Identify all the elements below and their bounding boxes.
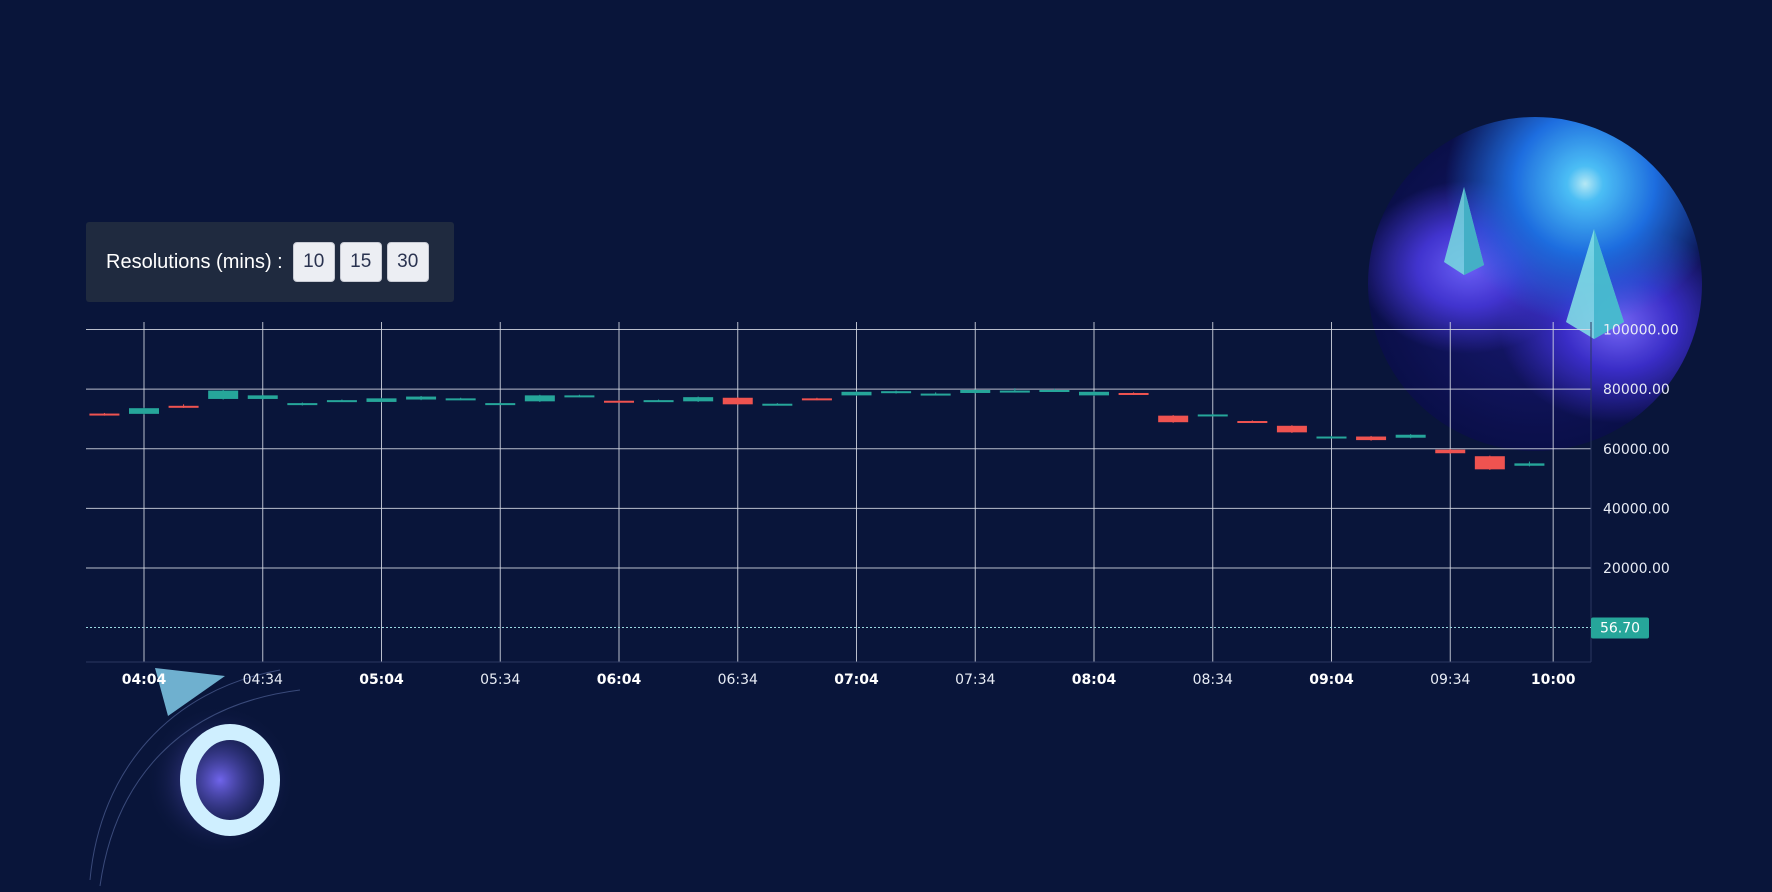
candle-body	[1356, 436, 1387, 441]
candle-body	[683, 397, 714, 402]
crystal-shapes	[1444, 187, 1624, 339]
candle-body	[762, 403, 793, 406]
resolutions-label: Resolutions (mins) :	[106, 250, 283, 273]
candle-body	[1237, 421, 1268, 424]
x-tick-label: 10:00	[1531, 672, 1576, 688]
candle-body	[643, 400, 674, 403]
candle-body	[881, 391, 912, 394]
candle-body	[1039, 390, 1070, 392]
candle-body	[841, 391, 872, 396]
candle-body	[208, 390, 239, 399]
x-tick-label: 09:04	[1309, 672, 1354, 688]
ring-shapes	[89, 668, 301, 887]
candle-body	[1474, 456, 1505, 470]
candle-body	[406, 396, 437, 400]
x-tick-label: 08:34	[1193, 672, 1233, 688]
candle-body	[247, 395, 278, 399]
candle-body	[920, 393, 951, 396]
candle-body	[485, 403, 516, 406]
x-tick-label: 08:04	[1072, 672, 1117, 688]
crystal-orb-illustration	[1368, 117, 1702, 451]
candle-body	[960, 390, 991, 393]
candle-body	[604, 400, 634, 403]
last-price-badge	[1591, 617, 1649, 639]
y-tick-label: 40000.00	[1603, 501, 1670, 517]
last-price-label: 56.70	[1600, 621, 1640, 637]
resolution-30-button[interactable]: 30	[386, 242, 429, 282]
y-tick-label: 20000.00	[1603, 561, 1670, 577]
x-tick-label: 05:34	[480, 672, 520, 688]
y-tick-label: 100000.00	[1603, 322, 1679, 338]
candle-body	[564, 395, 595, 398]
x-tick-label: 09:34	[1430, 672, 1470, 688]
candle-body	[89, 413, 120, 416]
candle-body	[445, 398, 476, 401]
candle-body	[801, 398, 832, 401]
y-tick-label: 60000.00	[1603, 442, 1670, 458]
candle-body	[1514, 463, 1545, 466]
candle-body	[129, 408, 159, 414]
x-tick-label: 06:34	[718, 672, 758, 688]
candle-body	[1079, 391, 1109, 396]
x-tick-label: 04:04	[122, 672, 167, 688]
x-tick-label: 07:04	[834, 672, 879, 688]
candle-body	[1435, 449, 1466, 454]
resolution-15-button[interactable]: 15	[339, 242, 382, 282]
candle-body	[1276, 425, 1307, 433]
y-tick-label: 80000.00	[1603, 382, 1670, 398]
candle-body	[1197, 414, 1228, 417]
candle-body	[287, 403, 318, 406]
x-tick-label: 07:34	[955, 672, 995, 688]
x-tick-label: 06:04	[597, 672, 642, 688]
candle-body	[999, 390, 1030, 393]
candle-body	[1316, 436, 1347, 439]
crystal-ring-illustration	[80, 650, 320, 890]
x-tick-label: 04:34	[243, 672, 283, 688]
candle-body	[1158, 415, 1189, 423]
candle-body	[524, 395, 555, 402]
candle-body	[1118, 392, 1149, 395]
resolution-10-button[interactable]: 10	[292, 242, 335, 282]
candle-body	[326, 400, 357, 403]
candle-body	[366, 398, 397, 402]
candle-body	[722, 397, 753, 405]
resolutions-panel: Resolutions (mins) : 10 15 30	[86, 222, 454, 302]
candle-body	[1395, 434, 1426, 438]
candle-body	[168, 405, 199, 408]
x-tick-label: 05:04	[359, 672, 404, 688]
